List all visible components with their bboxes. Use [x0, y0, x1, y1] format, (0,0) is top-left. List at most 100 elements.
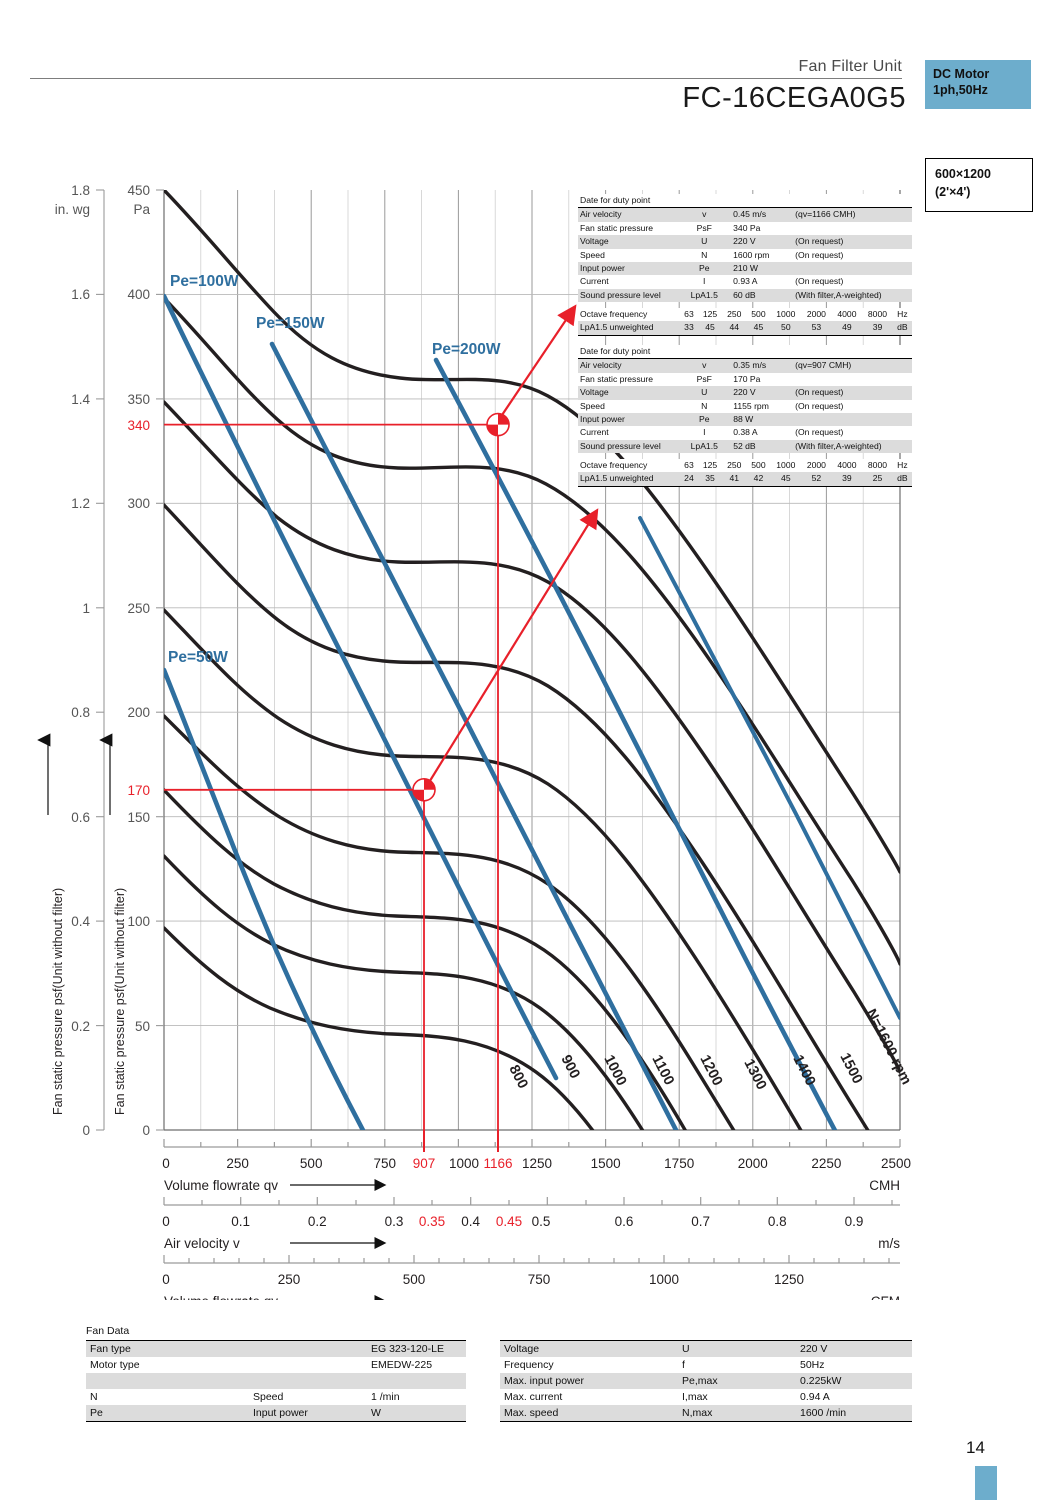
- table-row: LpA1.5 unweighted 33 45 44 45 50 53 49 39 dB: [578, 321, 912, 336]
- speed-curve-800: [164, 926, 595, 1130]
- table-row: Max. speed N,max 1600 /min: [500, 1405, 912, 1422]
- table-row: LpA1.5 unweighted 24 35 41 42 45 52 39 25 dB: [578, 472, 912, 487]
- table-row: Max. input power Pe,max 0.225kW: [500, 1373, 912, 1389]
- ytick-inwg-0-4: 0.4: [71, 914, 90, 929]
- x-axis-ms-title: Air velocity v: [164, 1236, 240, 1251]
- y-axis-inwg-title: Fan static pressure psf(Unit without fil…: [51, 888, 65, 1115]
- page-number: 14: [966, 1438, 985, 1457]
- xtick-cmh-250: 250: [226, 1156, 249, 1171]
- table-row: Air velocity v 0.45 m/s (qv=1166 CMH): [578, 207, 912, 222]
- x-axis-ms: 0 0.1 0.2 0.3 0.4 0.5 0.6 0.7 0.8 0.9 0.…: [162, 1197, 900, 1251]
- xtick-cmh-907-highlight: 907: [413, 1156, 436, 1171]
- xtick-ms-0-35-highlight: 0.35: [419, 1214, 445, 1229]
- product-category-label: Fan Filter Unit: [798, 58, 902, 75]
- y-axis-pa: 450 400 350 300 250 200 150 100 50 0 Pa …: [99, 183, 164, 1138]
- xtick-cmh-1500: 1500: [591, 1156, 621, 1171]
- table-row: Fan static pressure PsF 340 Pa: [580, 222, 761, 233]
- ytick-inwg-0-8: 0.8: [71, 705, 90, 720]
- ytick-pa-400: 400: [127, 287, 150, 302]
- xtick-cmh-2500: 2500: [881, 1156, 911, 1171]
- duty-point-table-2: Date for duty point Air velocity v 0.35 m/…: [578, 345, 912, 454]
- speed-label-1500: 1500: [836, 1051, 865, 1087]
- xtick-cmh-750: 750: [374, 1156, 397, 1171]
- x-axis-cfm-unit: CFM: [871, 1294, 900, 1300]
- leader-arrow-bottom: [427, 508, 599, 785]
- size-badge-line2: (2'×4'): [935, 185, 971, 199]
- table-row: Speed N 1155 rpm (On request): [580, 400, 844, 411]
- motor-type-badge: DC Motor 1ph,50Hz: [925, 60, 1031, 109]
- page-tab-marker: [975, 1466, 997, 1500]
- xtick-ms-0-5: 0.5: [532, 1214, 551, 1229]
- xtick-ms-0-6: 0.6: [615, 1214, 634, 1229]
- ytick-pa-150: 150: [127, 810, 150, 825]
- xtick-cfm-0: 0: [162, 1272, 170, 1287]
- x-axis-cmh-title: Volume flowrate qv: [164, 1178, 278, 1193]
- ytick-pa-250: 250: [127, 601, 150, 616]
- speed-label-1000: 1000: [600, 1053, 629, 1089]
- table-row: Pe Input power W: [86, 1405, 466, 1422]
- power-curve-100W: [164, 293, 559, 1081]
- performance-chart-svg: Pe=100W Pe=150W Pe=200W Pe=50W 800 900 1…: [37, 183, 914, 1300]
- speed-label-1300: 1300: [740, 1057, 769, 1093]
- x-axis-ms-unit: m/s: [878, 1236, 900, 1251]
- header-divider: [30, 78, 902, 79]
- table-row: Motor type EMEDW-225: [90, 1359, 433, 1371]
- table-row: Frequency f 50Hz: [504, 1359, 825, 1371]
- table-row: Air velocity v 0.35 m/s (qv=907 CMH): [578, 358, 912, 373]
- power-curve-50W: [164, 667, 366, 1130]
- duty-point-marker-2: [412, 777, 436, 802]
- speed-curve-1400: [164, 400, 900, 1074]
- ytick-inwg-1-6: 1.6: [71, 287, 90, 302]
- power-curve-labels: Pe=100W Pe=150W Pe=200W Pe=50W: [168, 273, 501, 666]
- duty-point-marker-1: [486, 412, 510, 437]
- table-row: Input power Pe 210 W: [578, 262, 912, 276]
- table-row: Octave frequency 63 125 250 500 1000 2000 4…: [580, 309, 908, 319]
- speed-curve-900: [164, 854, 645, 1130]
- table-row: Max. current I,max 0.94 A: [504, 1391, 830, 1403]
- ytick-inwg-1-2: 1.2: [71, 496, 90, 511]
- table-row: Fan static pressure PsF 170 Pa: [580, 373, 761, 384]
- power-curve-extra: [638, 516, 900, 1020]
- table-row: Fan type EG 323-120-LE: [86, 1340, 466, 1357]
- ytick-pa-170-highlight: 170: [127, 783, 150, 798]
- speed-curve-1500: [164, 296, 900, 966]
- duty-point-octave-table-2: Octave frequency 63 125 250 500 1000 2000 4…: [578, 459, 912, 487]
- ytick-inwg-1-4: 1.4: [71, 392, 90, 407]
- leader-arrow-top: [499, 304, 577, 419]
- ytick-pa-0: 0: [142, 1123, 150, 1138]
- motor-badge-line1: DC Motor: [933, 67, 990, 81]
- fan-data-table-right: Voltage U 220 V Frequency f 50Hz Max. input …: [500, 1340, 912, 1422]
- page-title: FC-16CEGA0G5: [682, 82, 906, 114]
- xtick-cmh-1000: 1000: [449, 1156, 479, 1171]
- power-curve-150W: [269, 341, 679, 1130]
- xtick-cmh-1250: 1250: [522, 1156, 552, 1171]
- x-axis-cfm-title: Volume flowrate qv: [164, 1294, 278, 1300]
- speed-curve-labels: 800 900 1000 1100 1200 1300 1400 1500 N=…: [505, 1007, 914, 1093]
- xtick-ms-0-4: 0.4: [461, 1214, 480, 1229]
- speed-curve-1600: [164, 190, 900, 874]
- table-row: Current I 0.93 A (On request): [580, 276, 844, 287]
- y-axis-inwg: 1.8 1.6 1.4 1.2 1 0.8 0.6 0.4 0.2 0 in. …: [37, 183, 105, 1138]
- duty-table-1-title: Date for duty point: [578, 194, 912, 209]
- xtick-cmh-1166-highlight: 1166: [483, 1156, 512, 1171]
- xtick-cmh-2250: 2250: [811, 1156, 841, 1171]
- ytick-pa-450: 450: [127, 183, 150, 198]
- speed-label-1600: N=1600 rpm: [862, 1007, 914, 1088]
- table-row: Voltage U 220 V (On request): [578, 235, 912, 249]
- fan-data-table-left: Fan type EG 323-120-LE Motor type EMEDW-22…: [86, 1340, 466, 1422]
- xtick-ms-0-1: 0.1: [231, 1214, 250, 1229]
- performance-chart: Pe=100W Pe=150W Pe=200W Pe=50W 800 900 1…: [37, 183, 914, 1300]
- ytick-pa-100: 100: [127, 914, 150, 929]
- ytick-pa-350: 350: [127, 392, 150, 407]
- power-curve-set: [164, 293, 838, 1130]
- power-curve-tail: [638, 516, 900, 1020]
- speed-curve-1100: [164, 714, 736, 1130]
- table-row: [86, 1373, 466, 1389]
- duty-table-2-title: Date for duty point: [578, 345, 912, 360]
- ytick-pa-50: 50: [135, 1019, 150, 1034]
- duty-point-guides: [164, 423, 499, 1130]
- xtick-cmh-1750: 1750: [664, 1156, 694, 1171]
- table-row: Sound pressure level LpA1.5 52 dB (With fil…: [578, 439, 912, 454]
- speed-curve-set: [164, 190, 900, 1130]
- table-row: Speed N 1600 rpm (On request): [580, 249, 844, 260]
